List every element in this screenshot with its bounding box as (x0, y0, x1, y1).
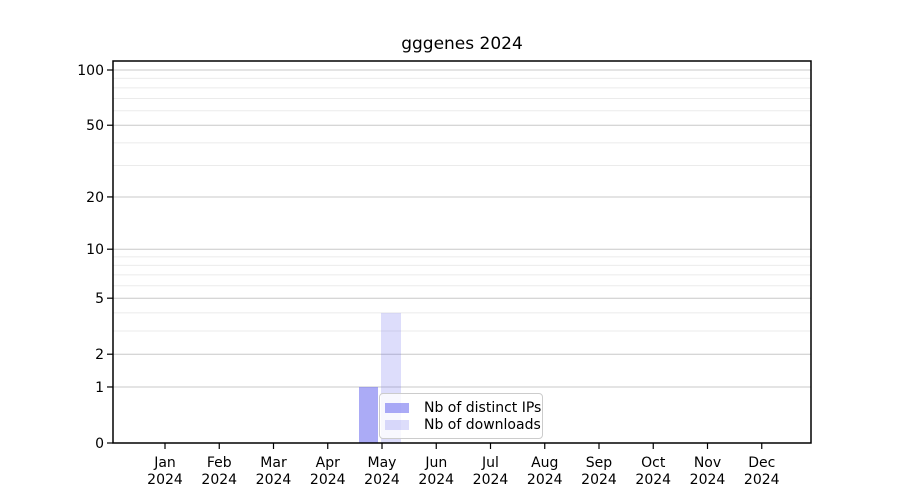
x-tick-label-month: Mar (260, 455, 287, 471)
x-tick-label-month: Sep (586, 455, 613, 471)
x-tick-label-year: 2024 (364, 472, 400, 488)
legend-label-distinct-ips: Nb of distinct IPs (424, 399, 542, 416)
y-tick-label: 5 (95, 291, 104, 307)
legend: Nb of distinct IPs Nb of downloads (379, 393, 543, 439)
x-tick-label-month: Nov (694, 455, 721, 471)
x-tick-label-year: 2024 (418, 472, 454, 488)
legend-entry-distinct-ips: Nb of distinct IPs (385, 400, 541, 416)
x-tick-label-year: 2024 (256, 472, 292, 488)
x-tick-label-year: 2024 (201, 472, 237, 488)
x-tick-label-year: 2024 (744, 472, 780, 488)
x-tick-label-month: Jan (153, 455, 176, 471)
x-tick-label-month: Jun (424, 455, 447, 471)
x-tick-label-year: 2024 (310, 472, 346, 488)
y-tick-label: 20 (86, 190, 104, 206)
y-tick-label: 2 (95, 347, 104, 363)
x-tick-label-month: Oct (641, 455, 666, 471)
y-tick-label: 1 (95, 380, 104, 396)
x-tick-label-year: 2024 (527, 472, 563, 488)
x-tick-label-month: Jul (481, 455, 499, 471)
legend-label-downloads: Nb of downloads (424, 416, 541, 433)
x-tick-label-month: May (368, 455, 397, 471)
x-tick-label-year: 2024 (581, 472, 617, 488)
x-tick-label-month: Apr (316, 455, 340, 471)
legend-swatch-distinct-ips (385, 402, 409, 413)
x-tick-label-month: Feb (207, 455, 232, 471)
x-tick-label-year: 2024 (473, 472, 509, 488)
x-tick-label-month: Aug (531, 455, 558, 471)
y-tick-label: 50 (86, 118, 104, 134)
x-tick-label-year: 2024 (690, 472, 726, 488)
plot-border (112, 60, 812, 444)
x-tick-label-year: 2024 (635, 472, 671, 488)
y-tick-label: 100 (77, 63, 104, 79)
legend-entry-downloads: Nb of downloads (385, 417, 541, 433)
y-tick-label: 0 (95, 436, 104, 452)
legend-swatch-downloads (385, 419, 409, 430)
bar-distinct-ips (359, 386, 378, 443)
chart-title: gggenes 2024 (401, 34, 523, 54)
x-tick-label-month: Dec (748, 455, 775, 471)
x-tick-label-year: 2024 (147, 472, 183, 488)
y-tick-label: 10 (86, 242, 104, 258)
